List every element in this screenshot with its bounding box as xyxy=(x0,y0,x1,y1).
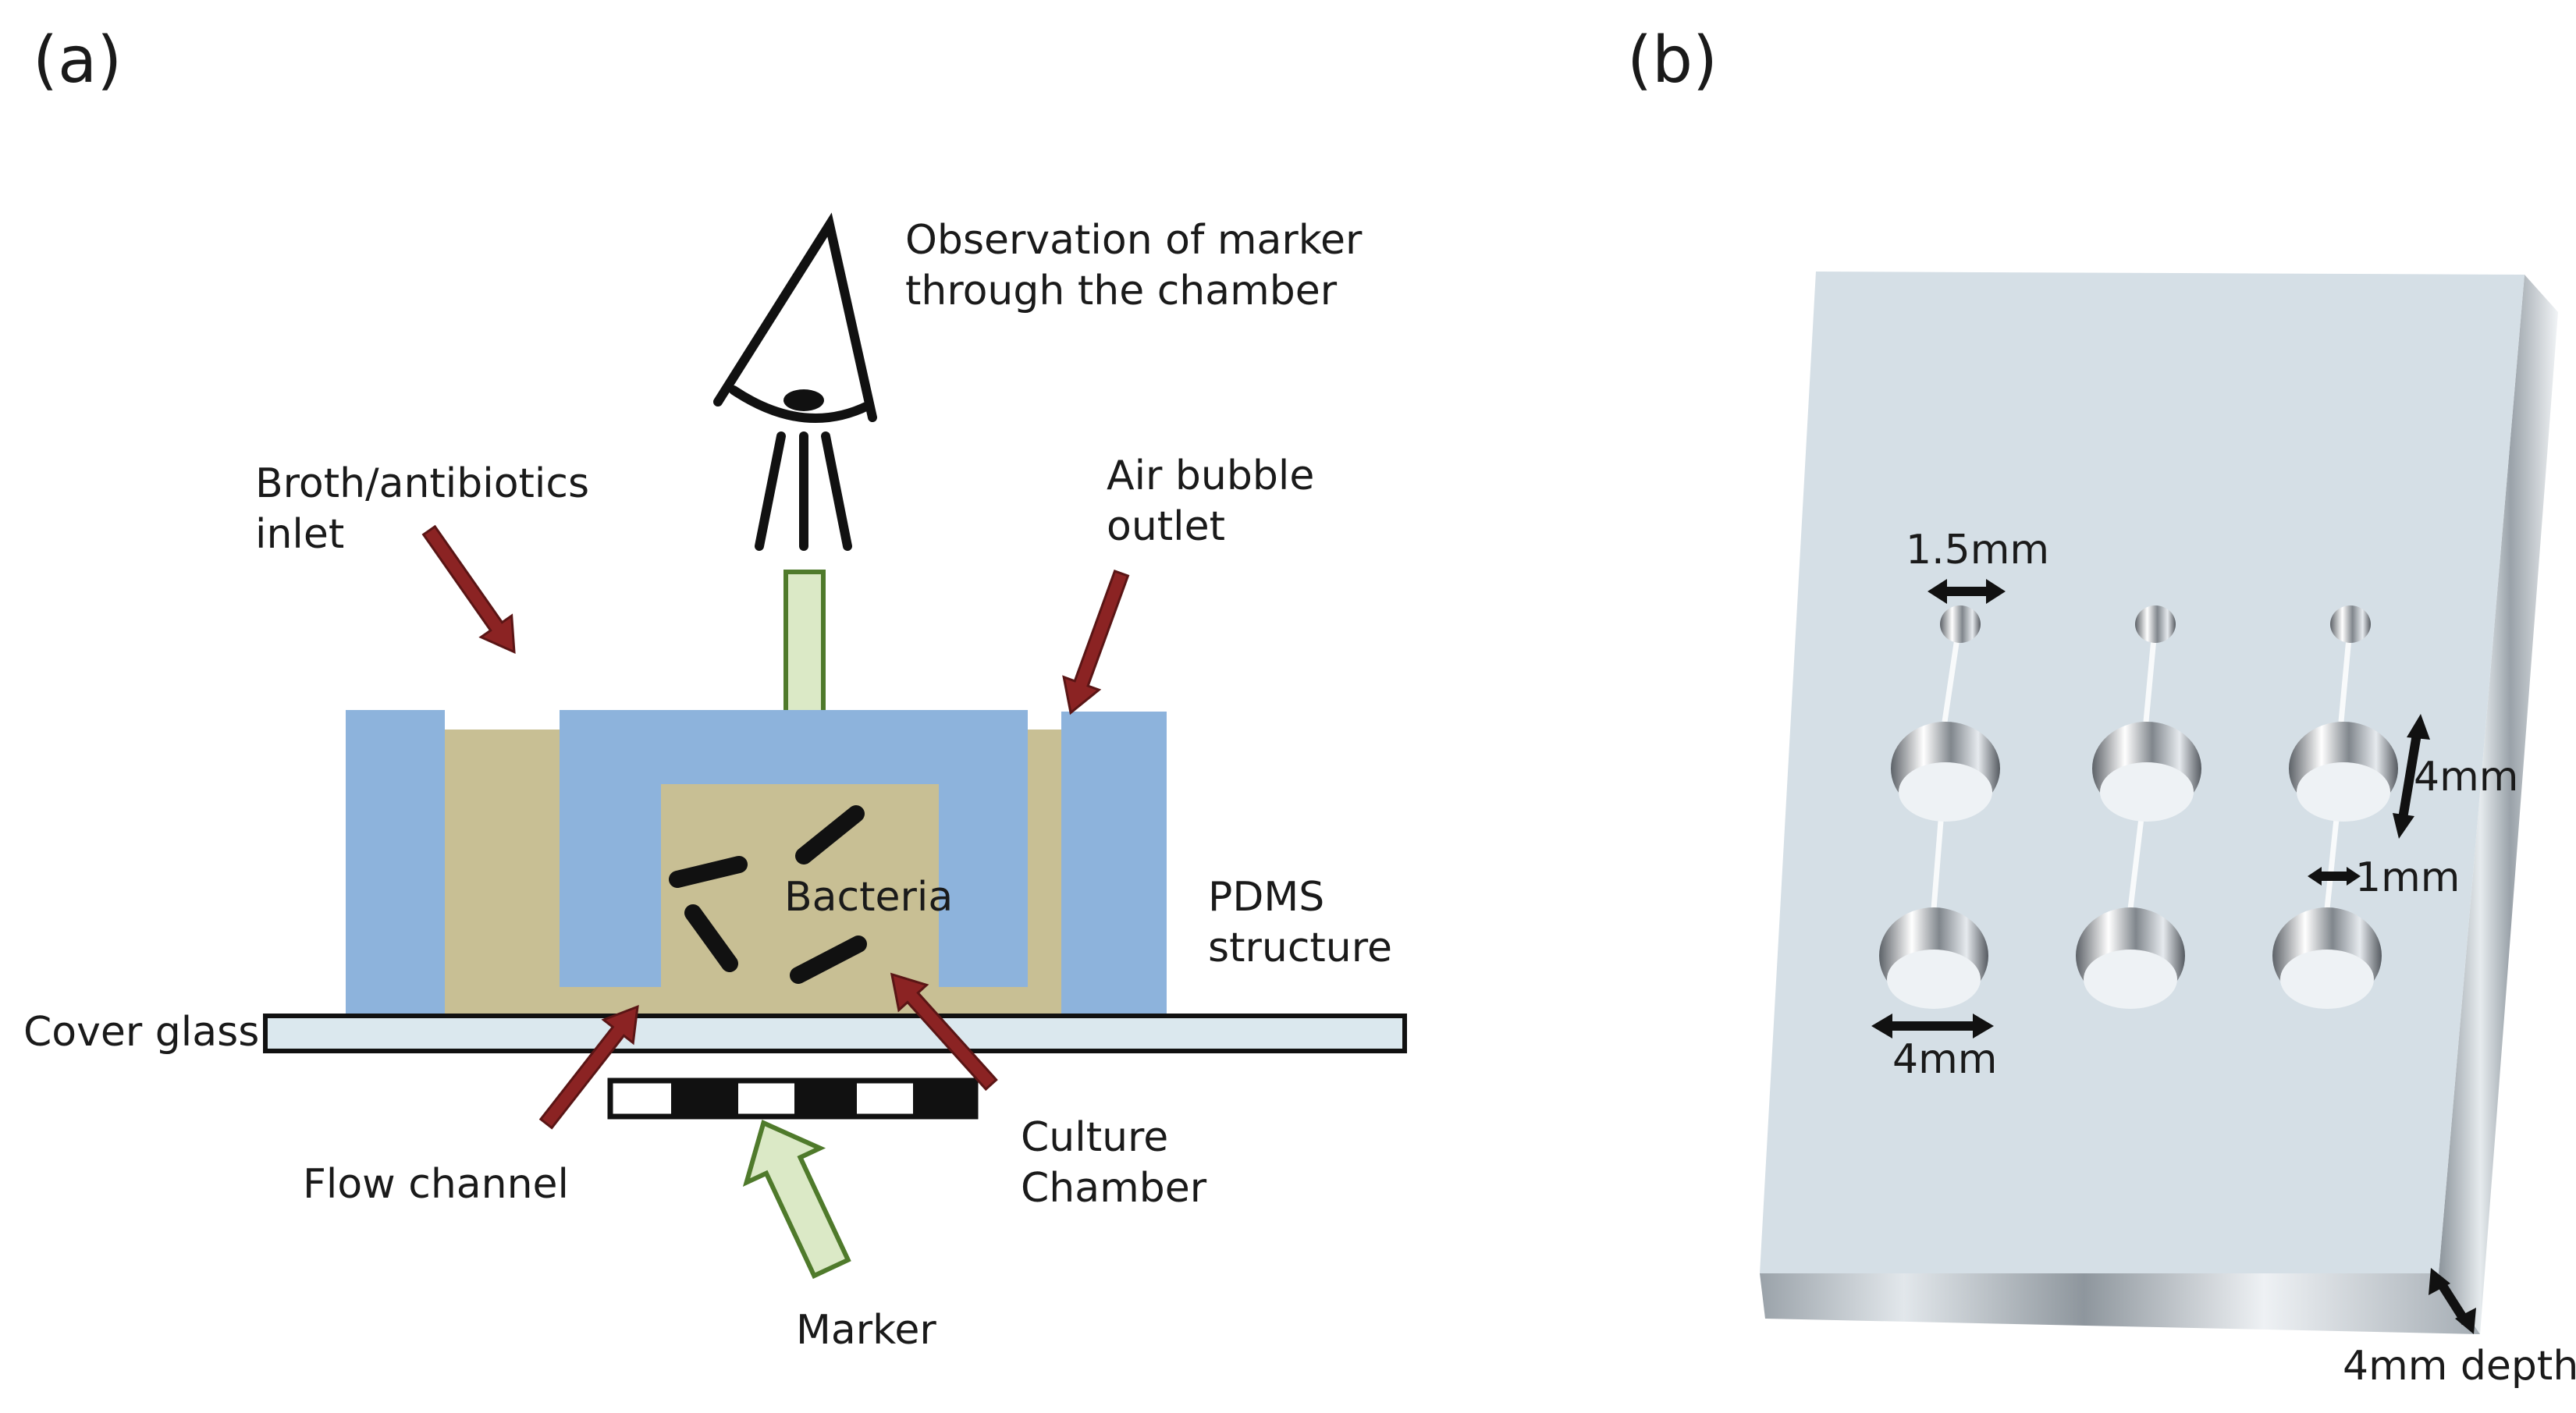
flow-channel-label: Flow channel xyxy=(303,1161,569,1208)
observation-label-line2: through the chamber xyxy=(905,268,1338,314)
well xyxy=(2289,722,2398,822)
flow-channel-arrow xyxy=(538,1004,639,1130)
chamber-wells xyxy=(1879,722,2398,1009)
bacterium xyxy=(795,805,865,864)
dim-depth-label: 4mm depth xyxy=(2343,1343,2576,1390)
panel-a: (a) Observation of marker through the ch… xyxy=(23,23,1407,1354)
panel-b: (b) xyxy=(1627,23,2576,1390)
culture-chamber-label-line2: Chamber xyxy=(1021,1165,1207,1212)
chip-channels xyxy=(1931,637,2352,910)
bacterium xyxy=(684,904,738,972)
well xyxy=(1891,722,2000,822)
pdms-label-line1: PDMS xyxy=(1208,874,1324,921)
dim-vertical-label: 4mm xyxy=(2414,754,2518,801)
well xyxy=(2076,907,2185,1009)
dim-inlet-label: 1.5mm xyxy=(1906,527,2049,573)
inlet-label-line2: inlet xyxy=(255,511,344,558)
dim-chamber-label: 4mm xyxy=(1892,1036,1997,1083)
bacterium xyxy=(790,935,867,984)
inlet-holes xyxy=(1940,605,2371,643)
well xyxy=(2092,722,2201,822)
pdms-label-line2: structure xyxy=(1208,925,1392,971)
marker-arrow xyxy=(742,1120,851,1280)
culture-chamber-label-line1: Culture xyxy=(1021,1114,1168,1161)
bacteria-group xyxy=(669,805,867,984)
bacterium xyxy=(669,856,748,888)
well xyxy=(2272,907,2382,1009)
outlet-label-line1: Air bubble xyxy=(1107,453,1314,499)
dim-channel-label: 1mm xyxy=(2355,854,2460,901)
outlet-label-line2: outlet xyxy=(1107,503,1225,550)
outlet-arrow xyxy=(1062,569,1130,715)
dimension-arrows xyxy=(1871,579,2476,1334)
observation-label-line1: Observation of marker xyxy=(905,217,1363,264)
pdms-block-right xyxy=(1061,712,1167,1014)
bacteria-label: Bacteria xyxy=(784,874,953,921)
well xyxy=(1879,907,1988,1009)
pdms-block-center xyxy=(560,710,1028,987)
chip-bottom-face xyxy=(1760,1273,2480,1334)
cover-glass xyxy=(263,1014,1407,1053)
inlet-label-line1: Broth/antibiotics xyxy=(255,460,589,507)
inlet-arrow xyxy=(421,524,516,655)
marker-strip xyxy=(607,1078,979,1120)
chip-side-face xyxy=(2439,275,2558,1334)
culture-chamber-arrow xyxy=(890,972,998,1092)
cover-glass-label: Cover glass xyxy=(23,1009,259,1056)
panel-a-label: (a) xyxy=(33,23,122,98)
eye-icon xyxy=(713,212,877,551)
marker-label: Marker xyxy=(796,1307,936,1354)
pdms-block-left xyxy=(346,710,445,1014)
panel-b-label: (b) xyxy=(1627,23,1718,98)
